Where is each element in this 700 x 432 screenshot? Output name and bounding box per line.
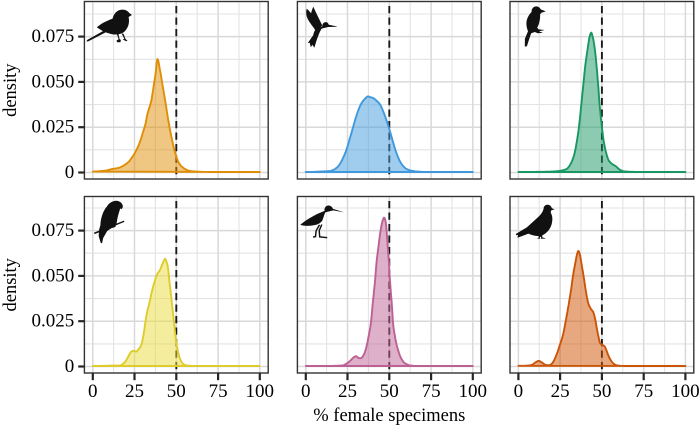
svg-text:% female specimens: % female specimens bbox=[313, 406, 465, 426]
svg-text:75: 75 bbox=[209, 381, 228, 402]
svg-text:0.025: 0.025 bbox=[32, 311, 75, 332]
svg-text:0: 0 bbox=[65, 356, 75, 377]
svg-text:0.025: 0.025 bbox=[32, 117, 75, 138]
svg-text:75: 75 bbox=[422, 381, 441, 402]
svg-text:density: density bbox=[1, 63, 21, 117]
svg-text:0.050: 0.050 bbox=[32, 265, 75, 286]
svg-text:0: 0 bbox=[514, 381, 524, 402]
svg-text:0.050: 0.050 bbox=[32, 71, 75, 92]
svg-text:0.075: 0.075 bbox=[32, 26, 75, 47]
svg-text:0.075: 0.075 bbox=[32, 220, 75, 241]
svg-text:50: 50 bbox=[380, 381, 399, 402]
svg-text:0: 0 bbox=[65, 162, 75, 183]
svg-text:50: 50 bbox=[167, 381, 186, 402]
svg-text:50: 50 bbox=[592, 381, 611, 402]
svg-text:0: 0 bbox=[88, 381, 98, 402]
svg-text:100: 100 bbox=[246, 381, 275, 402]
svg-text:0: 0 bbox=[301, 381, 311, 402]
svg-text:density: density bbox=[1, 257, 21, 311]
svg-text:75: 75 bbox=[634, 381, 653, 402]
svg-text:100: 100 bbox=[671, 381, 700, 402]
svg-text:25: 25 bbox=[338, 381, 357, 402]
svg-text:25: 25 bbox=[551, 381, 570, 402]
svg-text:100: 100 bbox=[459, 381, 488, 402]
svg-text:25: 25 bbox=[125, 381, 144, 402]
